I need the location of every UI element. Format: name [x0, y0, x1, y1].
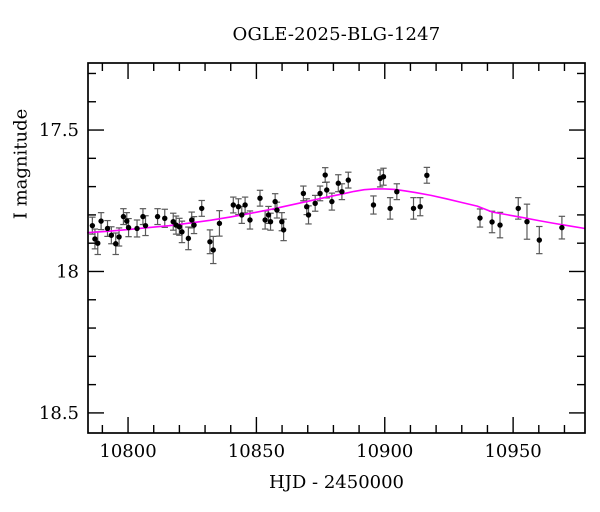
- data-point: [199, 205, 205, 212]
- data-point: [92, 236, 98, 242]
- data-point: [116, 234, 122, 240]
- data-point: [280, 227, 287, 233]
- data-point: [154, 213, 161, 220]
- data-point: [242, 202, 248, 208]
- data-point: [142, 222, 149, 229]
- data-point: [312, 200, 318, 207]
- data-point: [370, 202, 377, 208]
- data-point: [191, 222, 197, 228]
- data-point: [120, 213, 127, 220]
- data-point: [140, 213, 146, 220]
- data-point: [410, 205, 417, 212]
- plot-title: OGLE-2025-BLG-1247: [232, 24, 441, 45]
- data-point: [216, 220, 223, 227]
- data-point: [324, 187, 330, 193]
- data-point: [89, 222, 96, 229]
- data-point: [179, 229, 185, 235]
- data-point: [387, 205, 393, 212]
- data-point: [274, 207, 280, 213]
- data-point: [477, 215, 483, 221]
- data-point: [230, 202, 237, 208]
- data-point: [113, 241, 119, 247]
- data-point: [185, 235, 192, 242]
- data-point: [257, 195, 263, 201]
- data-point: [559, 224, 565, 231]
- data-point: [267, 218, 274, 225]
- data-point: [424, 172, 430, 179]
- data-point: [95, 240, 101, 246]
- data-point: [394, 189, 400, 195]
- data-point: [235, 204, 242, 210]
- x-tick-label: 10900: [356, 441, 413, 462]
- data-point: [536, 237, 543, 243]
- y-axis-label: I magnitude: [10, 108, 32, 220]
- data-point: [247, 217, 253, 223]
- y-tick-label: 18: [56, 261, 79, 282]
- data-point: [339, 189, 345, 195]
- data-point: [380, 174, 387, 180]
- model-curve: [86, 188, 586, 234]
- data-point: [124, 218, 130, 224]
- data-point: [134, 225, 140, 232]
- x-tick-label: 10950: [484, 441, 541, 462]
- data-point: [317, 190, 323, 197]
- y-tick-label: 18.5: [39, 403, 79, 424]
- data-point: [265, 212, 272, 218]
- data-point: [279, 218, 285, 225]
- plot-frame: [87, 62, 586, 434]
- data-point: [322, 172, 328, 178]
- data-point: [239, 212, 245, 218]
- data-point: [417, 204, 423, 210]
- data-point: [104, 225, 111, 232]
- data-point: [189, 217, 195, 223]
- data-point: [300, 190, 307, 197]
- data-point: [176, 224, 183, 230]
- data-point: [497, 222, 503, 228]
- data-point: [272, 198, 278, 205]
- data-point: [345, 177, 352, 183]
- data-point: [207, 239, 213, 245]
- data-point: [515, 205, 521, 212]
- y-tick-label: 17.5: [39, 120, 79, 141]
- data-point: [210, 247, 216, 253]
- x-axis-label: HJD - 2450000: [268, 472, 405, 493]
- data-point: [162, 215, 168, 221]
- x-tick-label: 10800: [99, 441, 156, 462]
- data-point: [125, 224, 132, 231]
- data-point: [98, 218, 104, 224]
- data-point: [108, 232, 115, 238]
- data-point: [524, 218, 530, 225]
- data-point: [329, 198, 335, 205]
- data-point: [489, 219, 495, 225]
- x-tick-label: 10850: [228, 441, 285, 462]
- data-point: [304, 204, 310, 210]
- data-point: [305, 212, 312, 218]
- data-point: [335, 180, 341, 186]
- data-point: [262, 217, 268, 223]
